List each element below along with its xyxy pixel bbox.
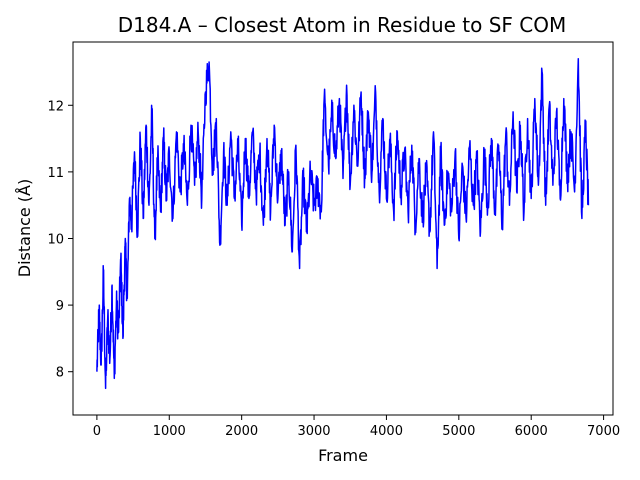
axes-frame [72,41,614,416]
x-tick-label: 3000 [297,424,330,439]
x-tick-label: 5000 [442,424,475,439]
y-tick-label: 12 [47,99,64,114]
y-axis: 8 9 10 11 12 [47,99,73,381]
x-tick-label: 1000 [153,424,186,439]
y-axis-title: Distance (Å) [15,179,34,277]
chart-title: D184.A – Closest Atom in Residue to SF C… [118,13,567,37]
y-tick-label: 10 [47,232,64,247]
x-tick-label: 2000 [225,424,258,439]
x-axis-title: Frame [318,446,368,465]
x-tick-label: 0 [93,424,101,439]
x-tick-label: 4000 [370,424,403,439]
plot-area [96,57,590,390]
x-axis: 0 1000 2000 3000 4000 5000 6000 7000 [93,415,620,439]
y-tick-label: 9 [56,299,64,314]
y-tick-label: 8 [56,366,64,381]
y-tick-label: 11 [47,166,64,181]
x-tick-label: 7000 [587,424,620,439]
series-line-0 [96,57,590,390]
x-tick-label: 6000 [515,424,548,439]
